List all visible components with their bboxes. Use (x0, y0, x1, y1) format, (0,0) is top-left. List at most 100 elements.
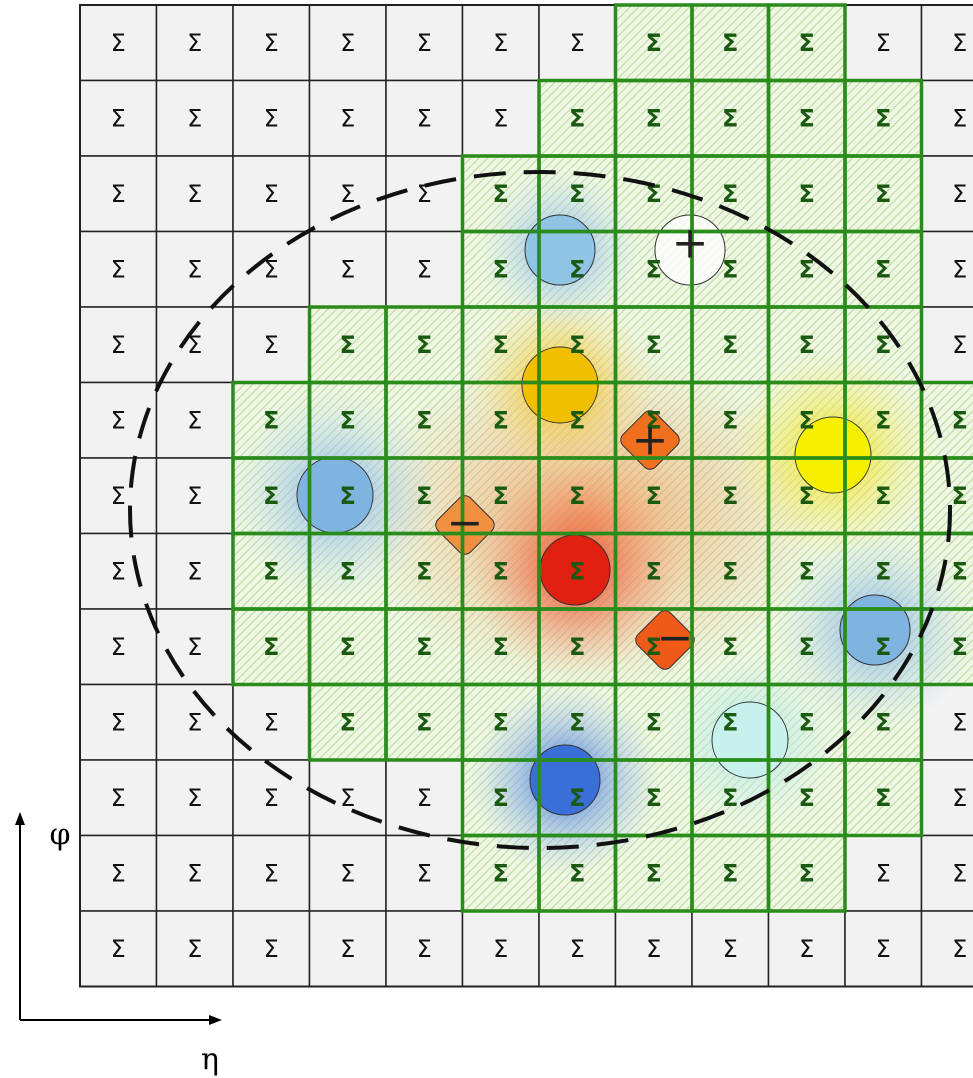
cell-label: Σ (493, 255, 509, 283)
cell-label: Σ (646, 104, 662, 132)
cell-label: Σ (722, 104, 738, 132)
cell-label: Σ (876, 859, 891, 887)
cell-label: Σ (722, 859, 738, 887)
arrow-head (209, 1015, 222, 1025)
cell-label: Σ (875, 633, 891, 661)
cell-label: Σ (722, 557, 738, 585)
cell-label: Σ (646, 784, 662, 812)
cell-label: Σ (187, 859, 202, 887)
cell-label: Σ (493, 557, 509, 585)
cell-label: Σ (493, 104, 508, 132)
cell-label: Σ (340, 255, 355, 283)
axis-label: η (201, 1043, 219, 1078)
cell-label: Σ (340, 935, 355, 963)
cell-label: Σ (493, 406, 509, 434)
cell-label: Σ (187, 633, 202, 661)
cell-label: Σ (569, 784, 585, 812)
cell-label: Σ (187, 784, 202, 812)
sign-marker: + (632, 415, 669, 466)
cell-label: Σ (569, 255, 585, 283)
cell-label: Σ (111, 859, 126, 887)
cell-label: Σ (875, 482, 891, 510)
axis-label: φ (49, 818, 70, 853)
cell-label: Σ (111, 708, 126, 736)
cell-label: Σ (569, 331, 585, 359)
cell-label: Σ (722, 708, 738, 736)
cell-label: Σ (417, 104, 432, 132)
cell-label: Σ (875, 708, 891, 736)
cell-label: Σ (264, 708, 279, 736)
cell-label: Σ (417, 29, 432, 57)
cell-label: Σ (111, 935, 126, 963)
cell-label: Σ (263, 482, 279, 510)
cell-label: Σ (416, 633, 432, 661)
cell-label: Σ (723, 935, 738, 963)
cell-label: Σ (111, 255, 126, 283)
cell-label: Σ (417, 859, 432, 887)
cell-label: Σ (111, 331, 126, 359)
cell-label: Σ (569, 104, 585, 132)
cell-label: Σ (799, 557, 815, 585)
cell-label: Σ (416, 482, 432, 510)
cell-label: Σ (111, 633, 126, 661)
cell-label: Σ (722, 633, 738, 661)
cell-label: Σ (264, 859, 279, 887)
cell-label: Σ (263, 406, 279, 434)
cell-label: Σ (875, 557, 891, 585)
cell-label: Σ (493, 935, 508, 963)
cell-label: Σ (569, 180, 585, 208)
cell-label: Σ (646, 331, 662, 359)
cell-label: Σ (340, 557, 356, 585)
cell-label: Σ (876, 935, 891, 963)
sign-marker: − (657, 613, 694, 664)
cell-label: Σ (569, 557, 585, 585)
cell-label: Σ (111, 406, 126, 434)
cell-label: Σ (417, 784, 432, 812)
cell-label: Σ (646, 557, 662, 585)
cell-label: Σ (416, 331, 432, 359)
cell-label: Σ (416, 708, 432, 736)
cell-label: Σ (722, 331, 738, 359)
cell-label: Σ (264, 29, 279, 57)
cell-label: Σ (875, 180, 891, 208)
cell-label: Σ (417, 255, 432, 283)
cell-label: Σ (952, 180, 967, 208)
cell-label: Σ (340, 859, 355, 887)
sign-marker: + (672, 218, 709, 269)
cell-label: Σ (799, 406, 815, 434)
cell-label: Σ (799, 633, 815, 661)
cell-label: Σ (340, 482, 356, 510)
cell-label: Σ (875, 255, 891, 283)
cell-label: Σ (187, 29, 202, 57)
cell-label: Σ (263, 633, 279, 661)
cell-label: Σ (952, 859, 967, 887)
cell-label: Σ (493, 859, 509, 887)
cell-label: Σ (187, 255, 202, 283)
cell-label: Σ (722, 29, 738, 57)
cell-label: Σ (187, 557, 202, 585)
cell-label: Σ (799, 784, 815, 812)
cell-label: Σ (722, 406, 738, 434)
cell-label: Σ (340, 104, 355, 132)
cell-label: Σ (952, 29, 967, 57)
cell-label: Σ (340, 784, 355, 812)
deposit-core (522, 347, 598, 423)
cell-label: Σ (722, 255, 738, 283)
cell-label: Σ (264, 104, 279, 132)
cell-label: Σ (340, 406, 356, 434)
cell-label: Σ (264, 180, 279, 208)
cell-label: Σ (111, 784, 126, 812)
cell-label: Σ (493, 784, 509, 812)
cell-label: Σ (875, 104, 891, 132)
cell-label: Σ (646, 708, 662, 736)
cell-label: Σ (569, 482, 585, 510)
cell-label: Σ (799, 935, 814, 963)
cell-label: Σ (569, 708, 585, 736)
cell-label: Σ (493, 180, 509, 208)
cell-label: Σ (187, 708, 202, 736)
cell-label: Σ (340, 633, 356, 661)
cell-label: Σ (111, 29, 126, 57)
cell-label: Σ (952, 482, 968, 510)
cell-label: Σ (570, 29, 585, 57)
cell-label: Σ (952, 255, 967, 283)
